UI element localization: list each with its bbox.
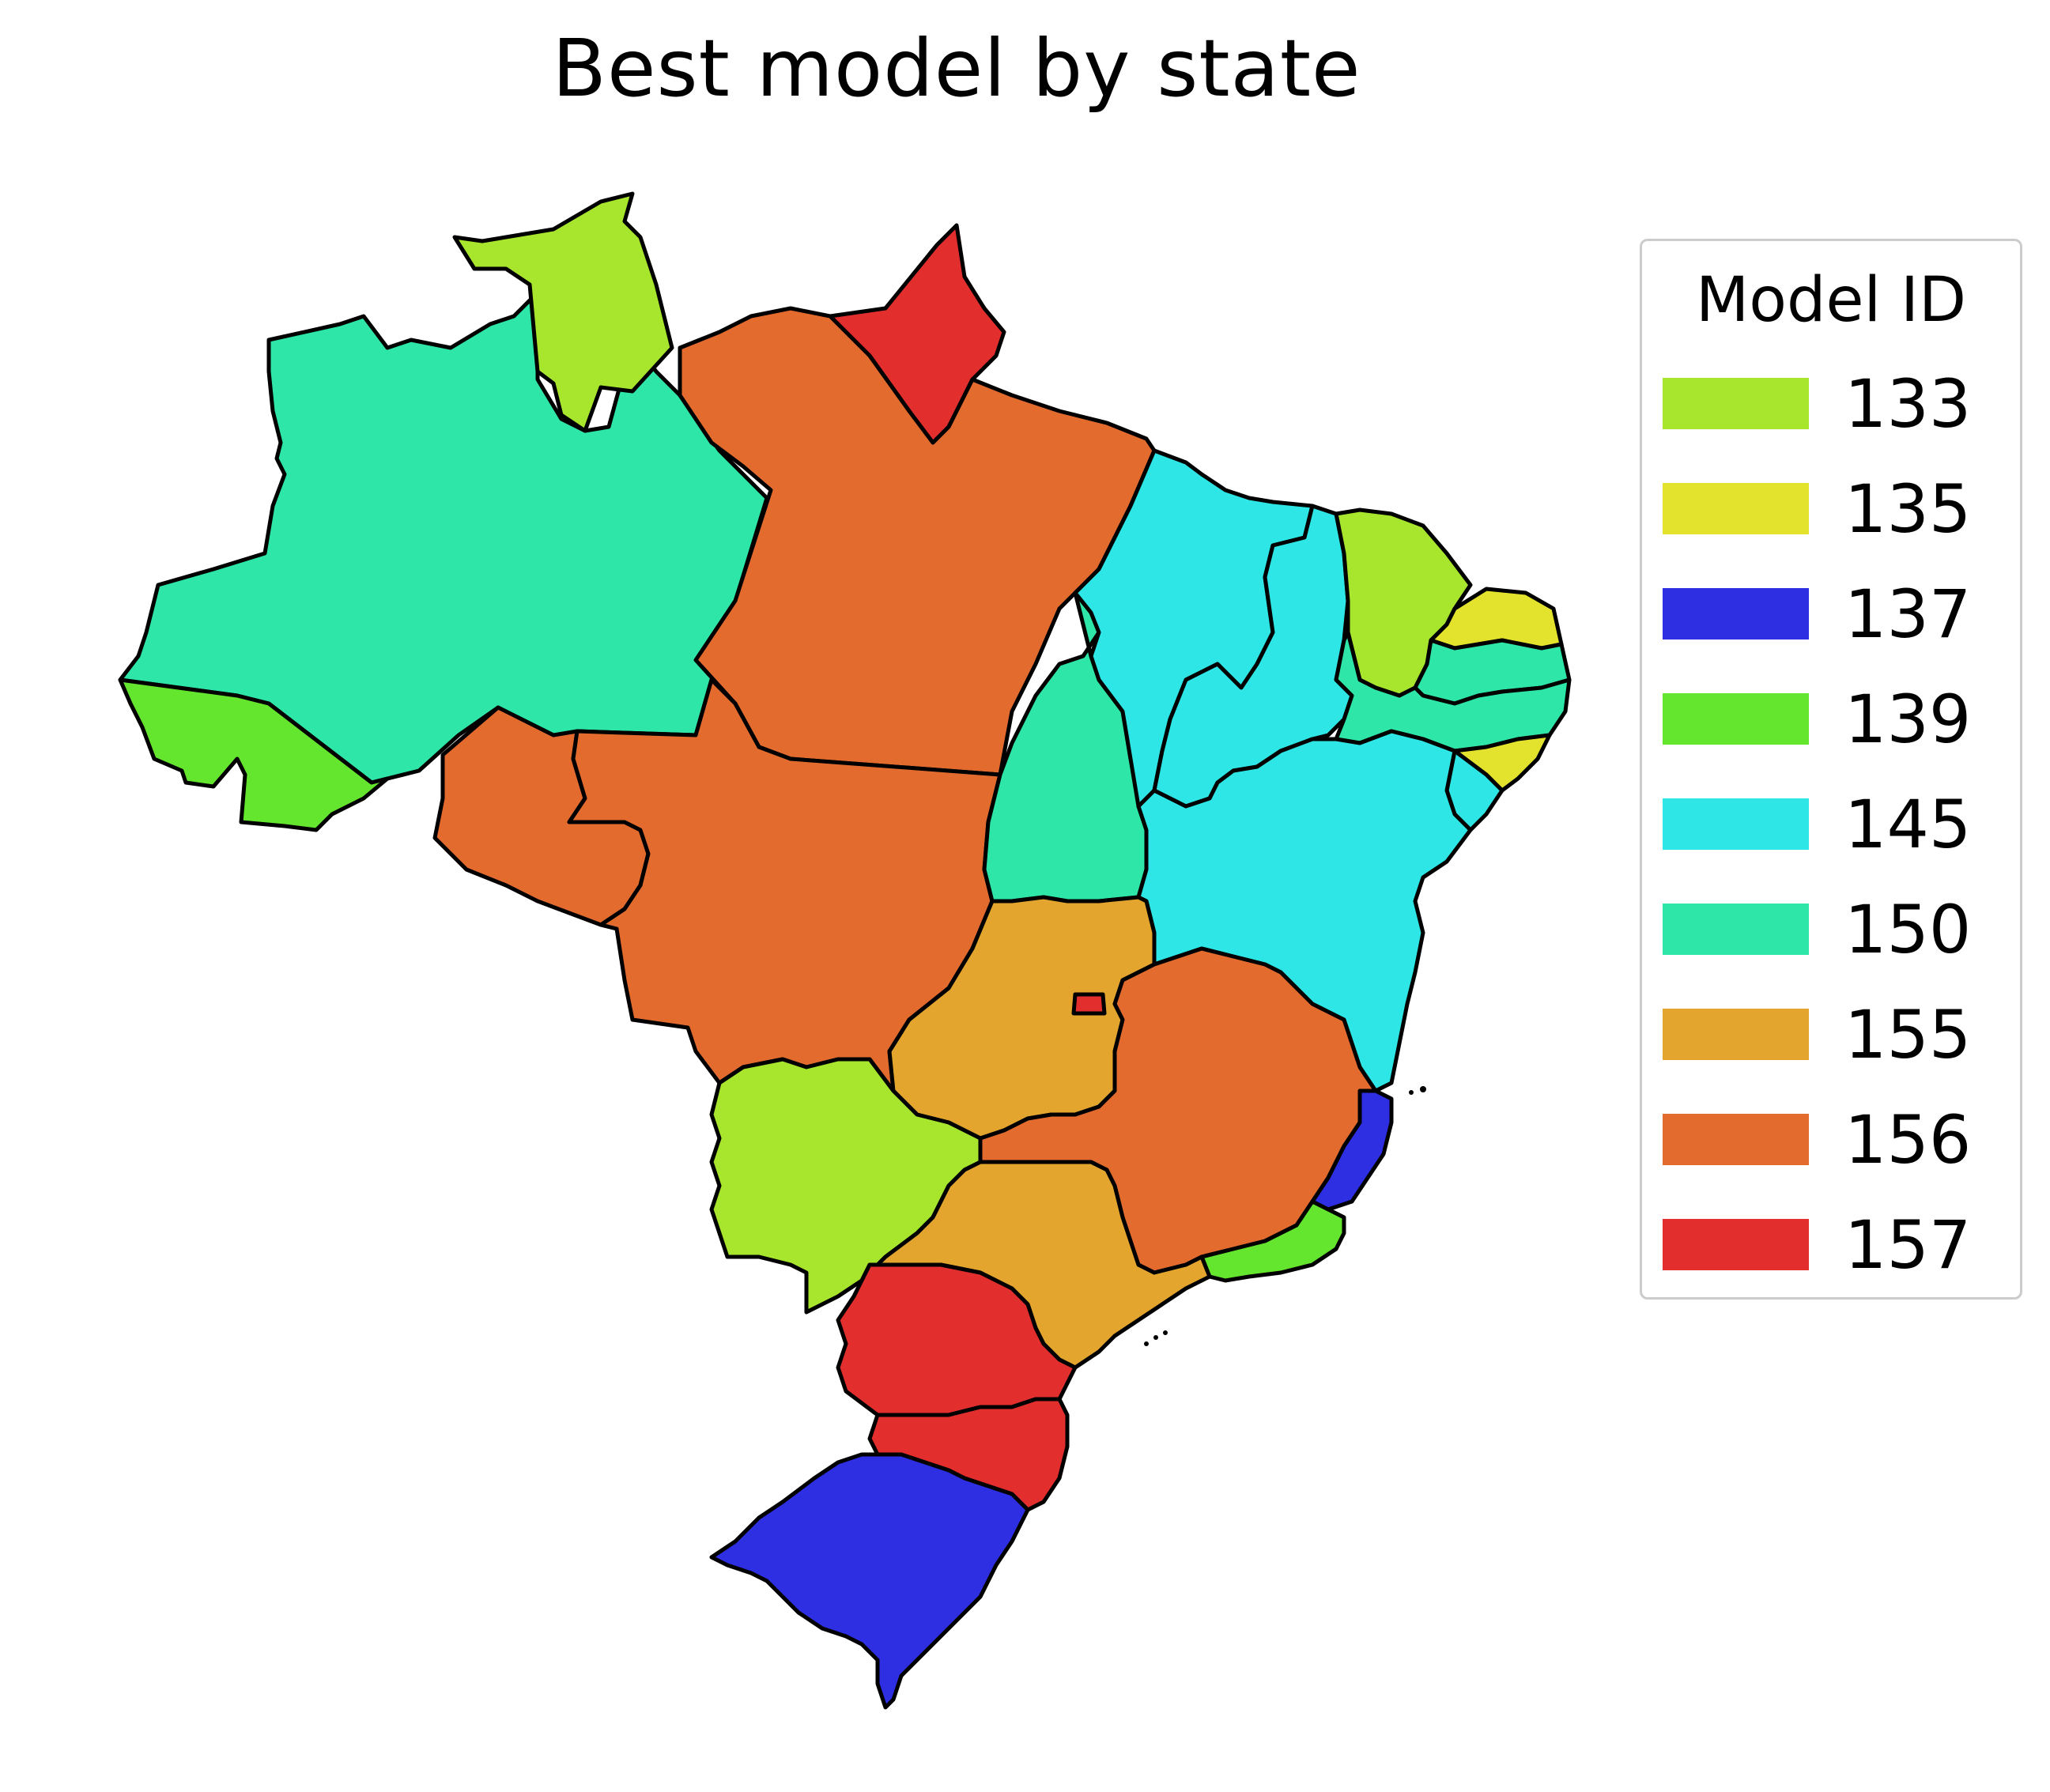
legend-item: 157 — [1663, 1206, 2003, 1284]
island-dot — [1144, 1341, 1149, 1346]
legend-label: 145 — [1844, 786, 1972, 863]
legend-swatch — [1663, 693, 1809, 745]
legend-label: 139 — [1844, 681, 1972, 758]
legend-label: 157 — [1844, 1206, 1972, 1284]
legend-swatch — [1663, 483, 1809, 534]
legend-item: 145 — [1663, 786, 2003, 863]
legend-swatch — [1663, 1219, 1809, 1270]
island-dot — [1420, 1086, 1426, 1092]
legend-swatch — [1663, 904, 1809, 955]
state-es — [1310, 1088, 1394, 1212]
legend-item: 137 — [1663, 575, 2003, 653]
legend-label: 156 — [1844, 1101, 1972, 1179]
legend: Model ID 133 135 137 139 145 150 155 156 157 — [1640, 239, 2022, 1300]
legend-title: Model ID — [1695, 265, 1967, 336]
legend-item: 135 — [1663, 470, 2003, 548]
map-title: Best model by state — [552, 22, 1361, 115]
legend-item: 139 — [1663, 681, 2003, 758]
island-dot — [1409, 1090, 1414, 1095]
legend-label: 137 — [1844, 575, 1972, 653]
legend-swatch — [1663, 798, 1809, 850]
legend-label: 155 — [1844, 996, 1972, 1073]
legend-label: 150 — [1844, 891, 1972, 968]
legend-item: 150 — [1663, 891, 2003, 968]
legend-item: 133 — [1663, 365, 2003, 443]
legend-item: 156 — [1663, 1101, 2003, 1179]
legend-label: 133 — [1844, 365, 1972, 443]
legend-swatch — [1663, 1009, 1809, 1060]
legend-label: 135 — [1844, 470, 1972, 548]
legend-swatch — [1663, 378, 1809, 429]
island-dot — [1153, 1335, 1158, 1340]
state-rj — [1199, 1199, 1346, 1283]
state-rr — [452, 191, 674, 433]
state-rs — [709, 1452, 1030, 1710]
legend-swatch — [1663, 1114, 1809, 1165]
state-ac — [118, 677, 390, 832]
legend-swatch — [1663, 588, 1809, 639]
legend-item: 155 — [1663, 996, 2003, 1073]
island-dot — [1163, 1330, 1168, 1335]
state-df — [1071, 992, 1107, 1016]
